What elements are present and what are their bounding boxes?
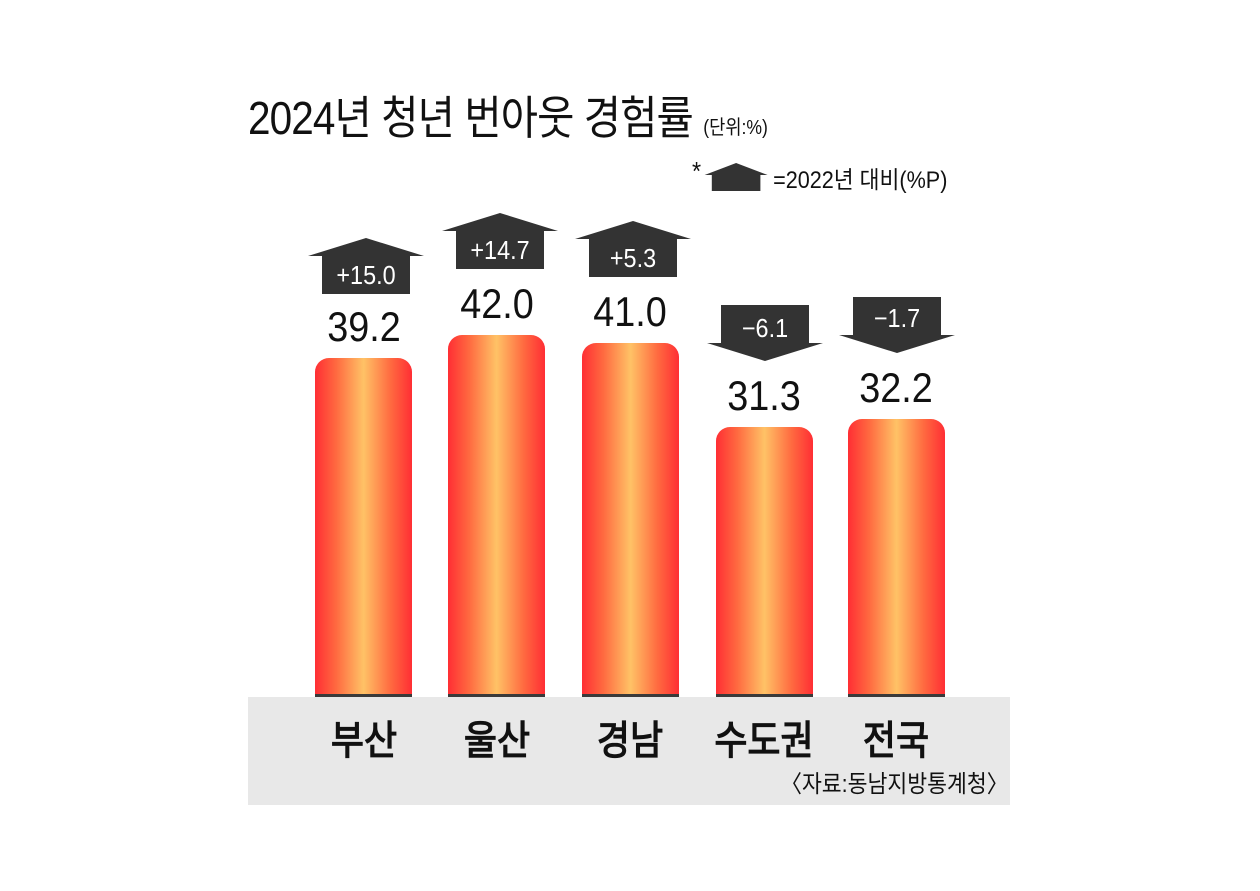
change-badge-national: −1.7: [837, 297, 957, 361]
legend-text: =2022년 대비(%P): [773, 166, 948, 194]
bar-busan: [315, 358, 412, 697]
legend: * =2022년 대비(%P): [692, 156, 948, 194]
category-label-sudogwon: 수도권: [714, 719, 814, 763]
value-label-busan: 39.2: [327, 303, 401, 350]
unit-label: (단위:%): [703, 117, 768, 139]
bar-ulsan: [448, 335, 545, 697]
category-label-gyeongnam: 경남: [596, 719, 664, 763]
change-badge-gyeongnam: +5.3: [573, 221, 693, 285]
legend-marker: *: [692, 155, 702, 186]
chart-title-text: 2024년 청년 번아웃 경험률: [248, 92, 694, 144]
change-label-national: −1.7: [873, 303, 921, 333]
change-label-busan: +15.0: [336, 260, 396, 290]
house-arrow-icon: [704, 163, 768, 191]
change-badge-busan: +15.0: [306, 238, 426, 302]
bar-gyeongnam: [582, 343, 679, 697]
source-note: 〈자료:동남지방통계청〉: [779, 771, 1008, 798]
value-label-national: 32.2: [859, 364, 933, 411]
chart-title: 2024년 청년 번아웃 경험률 (단위:%): [248, 82, 768, 148]
category-label-national: 전국: [862, 719, 930, 763]
down-arrow-icon: [839, 297, 955, 353]
change-label-gyeongnam: +5.3: [609, 243, 657, 273]
change-badge-ulsan: +14.7: [440, 213, 560, 277]
up-arrow-icon: [308, 238, 424, 294]
category-band: [248, 697, 1010, 805]
up-arrow-icon: [442, 213, 558, 269]
up-arrow-icon: [575, 221, 691, 277]
category-label-busan: 부산: [330, 719, 398, 763]
value-label-ulsan: 42.0: [460, 280, 534, 327]
change-label-sudogwon: −6.1: [741, 313, 789, 343]
change-badge-sudogwon: −6.1: [705, 305, 825, 369]
down-arrow-icon: [707, 305, 823, 361]
bar-sudogwon: [716, 427, 813, 697]
value-label-sudogwon: 31.3: [727, 372, 801, 419]
bar-national: [848, 419, 945, 697]
value-label-gyeongnam: 41.0: [593, 288, 667, 335]
category-label-ulsan: 울산: [463, 719, 531, 763]
change-label-ulsan: +14.7: [470, 235, 530, 265]
